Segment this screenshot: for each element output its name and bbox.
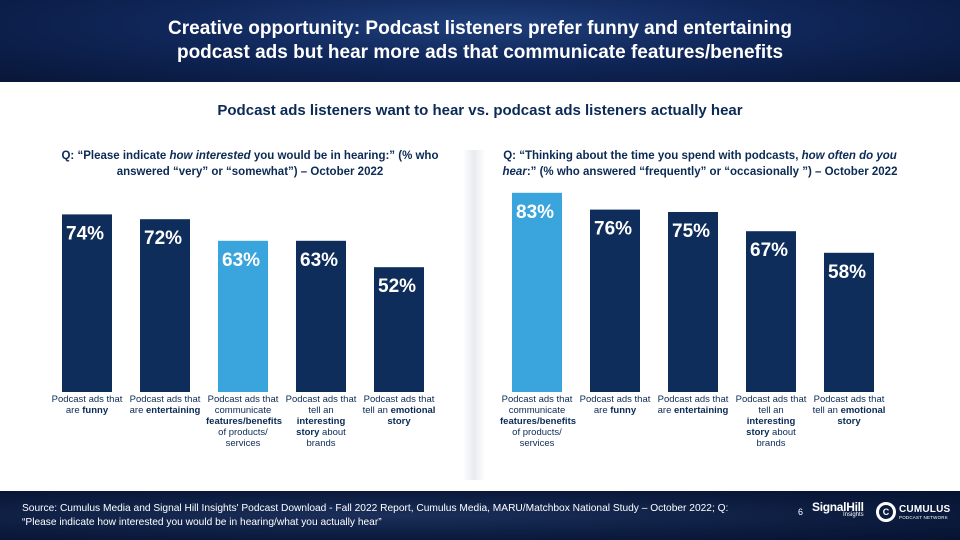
source-note: Source: Cumulus Media and Signal Hill In… xyxy=(22,503,729,528)
question-right-post: :” (% who answered “frequently” or “occa… xyxy=(526,166,898,178)
category-label-right-1: Podcast ads that communicate features/be… xyxy=(500,394,577,449)
question-left-post: you would be in hearing:” (% who answere… xyxy=(116,150,439,178)
signal-hill-logo-sub: Insights xyxy=(843,512,864,518)
category-label-left-1: Podcast ads that are funny xyxy=(51,394,123,416)
bar-value-left-5: 52% xyxy=(378,276,416,297)
question-right-pre: Q: “Thinking about the time you spend wi… xyxy=(503,150,802,162)
page-number: 6 xyxy=(798,507,804,517)
signal-hill-logo-name: SignalHill xyxy=(812,500,864,514)
question-right-emphasis: how often do you hear xyxy=(502,150,897,178)
cumulus-logo-name: CUMULUS xyxy=(899,504,951,515)
bar-value-left-4: 63% xyxy=(300,250,338,271)
bar-right-2 xyxy=(590,209,640,392)
question-left-pre: Q: “Please indicate xyxy=(61,150,170,162)
bar-right-4 xyxy=(746,231,796,392)
signal-hill-logo: SignalHill Insights xyxy=(812,500,864,518)
bar-value-left-1: 74% xyxy=(66,223,104,244)
cumulus-logo: C CUMULUS PODCAST NETWORK xyxy=(876,502,950,522)
chart-actually-hear: 83% 76% 75% 67% 58% xyxy=(512,192,874,392)
bar-value-left-2: 72% xyxy=(144,228,182,249)
bar-right-3 xyxy=(668,212,718,392)
category-label-right-4: Podcast ads that tell an interesting sto… xyxy=(735,394,807,449)
slide-footer: Source: Cumulus Media and Signal Hill In… xyxy=(0,491,960,540)
category-label-left-5: Podcast ads that tell an emotional story xyxy=(362,394,436,427)
bar-left-2 xyxy=(140,219,190,392)
bar-value-right-1: 83% xyxy=(516,202,554,223)
bar-left-4 xyxy=(296,240,346,392)
bar-right-1 xyxy=(512,192,562,392)
question-left: Q: “Please indicate how interested you w… xyxy=(40,148,460,180)
category-label-left-4: Podcast ads that tell an interesting sto… xyxy=(285,394,357,449)
bar-value-right-2: 76% xyxy=(594,219,632,240)
question-right: Q: “Thinking about the time you spend wi… xyxy=(490,148,910,180)
bar-left-3 xyxy=(218,240,268,392)
slide-header: Creative opportunity: Podcast listeners … xyxy=(0,0,960,82)
bar-right-5 xyxy=(824,252,874,392)
bar-value-right-4: 67% xyxy=(750,240,788,261)
category-label-right-3: Podcast ads that are entertaining xyxy=(657,394,729,416)
bar-left-1 xyxy=(62,214,112,392)
category-label-right-5: Podcast ads that tell an emotional story xyxy=(812,394,886,427)
bar-value-right-5: 58% xyxy=(828,262,866,283)
chart-want-to-hear: 74% 72% 63% 63% 52% xyxy=(62,214,424,392)
bar-value-left-3: 63% xyxy=(222,250,260,271)
category-label-left-3: Podcast ads that communicate features/be… xyxy=(206,394,283,449)
cumulus-mark-icon: C xyxy=(876,502,896,522)
bar-left-5 xyxy=(374,267,424,392)
question-left-emphasis: how interested xyxy=(169,150,251,162)
bar-value-right-3: 75% xyxy=(672,221,710,242)
slide-title: Creative opportunity: Podcast listeners … xyxy=(168,18,792,63)
cumulus-logo-sub: PODCAST NETWORK xyxy=(899,515,948,520)
slide-subtitle: Podcast ads listeners want to hear vs. p… xyxy=(217,102,743,119)
panel-divider xyxy=(463,150,485,480)
category-label-right-2: Podcast ads that are funny xyxy=(579,394,651,416)
category-label-left-2: Podcast ads that are entertaining xyxy=(129,394,201,416)
